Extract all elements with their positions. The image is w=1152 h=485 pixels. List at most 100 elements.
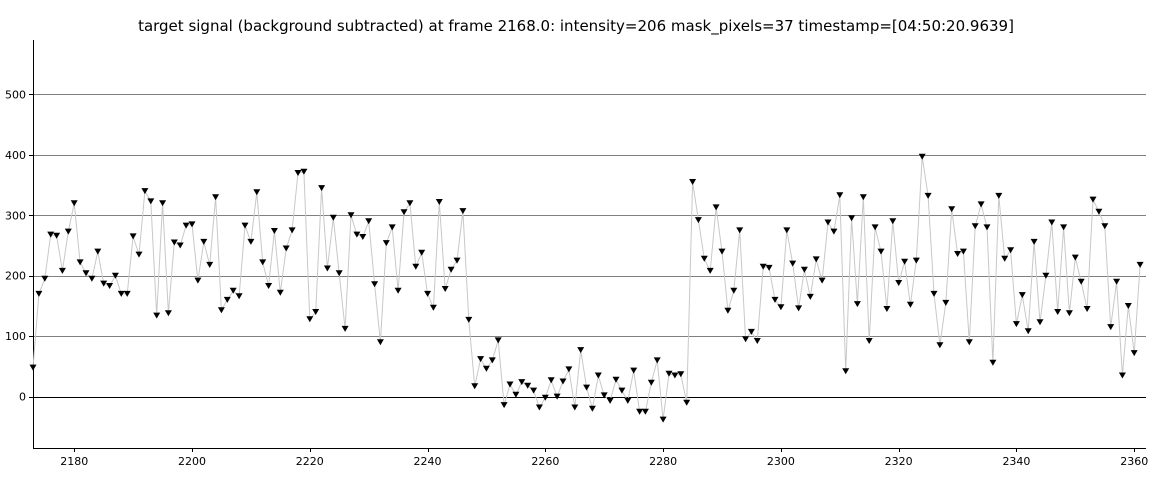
data-point	[82, 270, 90, 277]
data-point	[1012, 321, 1020, 328]
data-point	[1124, 303, 1132, 309]
x-tick-label: 2200	[178, 455, 206, 468]
data-point	[983, 224, 991, 231]
data-point	[641, 408, 649, 415]
x-tick-label: 2340	[1002, 455, 1030, 468]
data-point	[294, 170, 302, 176]
data-point	[1071, 254, 1079, 261]
data-point	[1018, 292, 1026, 299]
data-point	[1118, 372, 1126, 379]
data-point	[88, 275, 96, 282]
data-point	[771, 296, 779, 303]
data-point	[859, 194, 867, 201]
data-point	[765, 264, 773, 271]
x-tick-label: 2360	[1120, 455, 1148, 468]
data-point	[406, 200, 414, 207]
data-point	[335, 270, 343, 277]
data-point	[418, 249, 426, 256]
data-point	[906, 301, 914, 308]
data-point	[53, 232, 61, 239]
data-point	[606, 397, 614, 404]
data-point	[176, 242, 184, 249]
data-point	[488, 357, 496, 364]
data-point	[724, 307, 732, 314]
data-point	[506, 381, 514, 388]
data-point	[936, 342, 944, 349]
data-point	[270, 228, 278, 234]
data-point	[1095, 208, 1103, 215]
data-point	[830, 228, 838, 235]
data-point	[706, 267, 714, 274]
data-point	[977, 201, 985, 208]
data-point	[930, 290, 938, 297]
data-point	[1130, 350, 1138, 357]
data-point	[700, 255, 708, 262]
x-tick-label: 2300	[767, 455, 795, 468]
data-point	[1001, 255, 1009, 262]
data-point	[300, 168, 308, 175]
y-tick-label: 400	[5, 149, 26, 162]
data-point	[500, 402, 508, 409]
data-point	[477, 356, 485, 363]
data-point	[106, 283, 114, 289]
data-point	[512, 391, 520, 398]
data-point	[329, 214, 337, 221]
data-point	[206, 261, 214, 268]
data-point	[347, 212, 355, 219]
data-point	[518, 379, 526, 386]
data-point	[630, 367, 638, 374]
data-point	[618, 387, 626, 394]
data-point	[70, 200, 78, 207]
x-tick-label: 2240	[414, 455, 442, 468]
data-point	[441, 286, 449, 292]
data-point	[965, 339, 973, 346]
data-point	[424, 290, 432, 297]
data-point	[312, 309, 320, 315]
data-point	[482, 365, 490, 372]
data-point	[223, 296, 231, 303]
data-point	[730, 287, 738, 294]
data-point	[877, 248, 885, 255]
data-point	[1107, 324, 1115, 331]
data-point	[353, 231, 361, 238]
data-point	[1030, 238, 1038, 245]
data-point	[64, 228, 72, 235]
data-point	[565, 366, 573, 373]
y-tick-label: 100	[5, 330, 26, 343]
data-point	[901, 258, 909, 265]
data-point	[117, 290, 125, 297]
data-point	[235, 293, 243, 300]
data-point	[129, 233, 137, 240]
data-point	[571, 404, 579, 411]
chart-title: target signal (background subtracted) at…	[138, 17, 1014, 35]
data-point	[465, 316, 473, 323]
data-point	[824, 219, 832, 226]
data-point	[954, 251, 962, 257]
data-point	[471, 383, 479, 390]
data-point	[47, 231, 55, 238]
data-point	[282, 245, 290, 252]
data-point	[624, 397, 632, 404]
data-point	[159, 200, 167, 207]
data-point	[795, 305, 803, 312]
data-point	[247, 238, 255, 245]
data-point	[1101, 223, 1109, 230]
data-point	[453, 257, 461, 264]
series-line	[32, 156, 1141, 420]
data-point	[1007, 247, 1015, 254]
data-point	[535, 404, 543, 411]
data-point	[789, 260, 797, 267]
data-point	[747, 328, 755, 335]
data-point	[318, 185, 326, 192]
data-point	[382, 240, 390, 247]
data-point	[1036, 319, 1044, 326]
data-point	[853, 301, 861, 308]
data-point	[689, 179, 697, 185]
data-point	[435, 199, 443, 205]
y-tick-label: 500	[5, 88, 26, 101]
data-point	[147, 198, 155, 205]
data-point	[212, 194, 220, 201]
data-point	[812, 256, 820, 263]
data-point	[895, 280, 903, 286]
data-point	[359, 234, 367, 240]
